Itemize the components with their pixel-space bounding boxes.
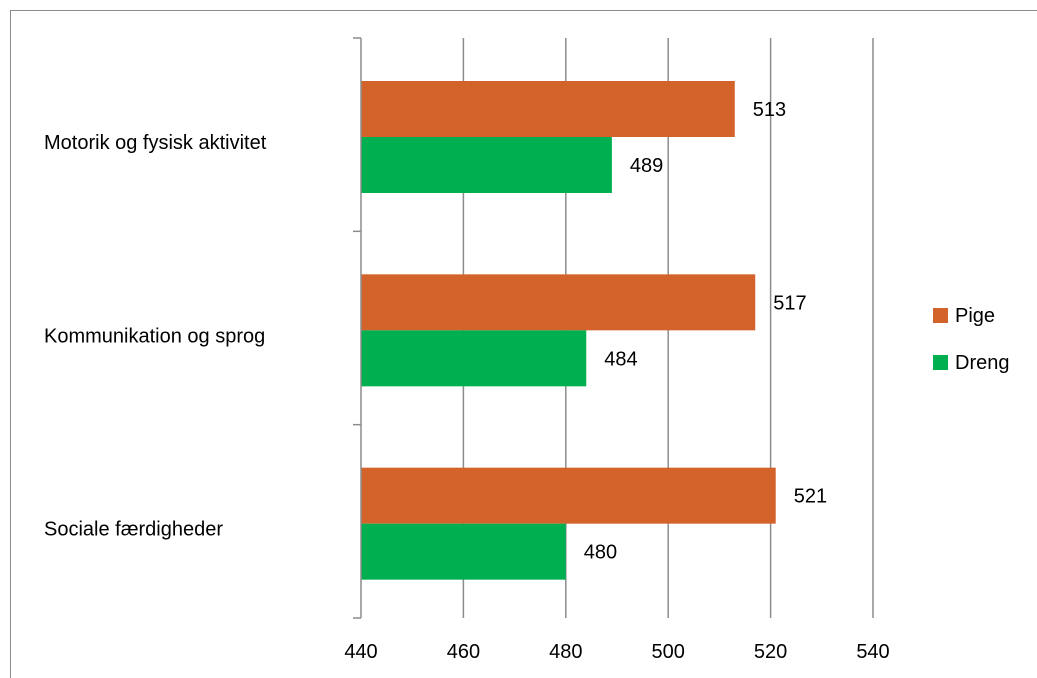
x-tick-label-540: 540 [856,641,889,663]
axes [353,37,362,619]
legend-swatch-dreng [933,355,948,370]
legend-swatch-pige [933,308,948,323]
legend-label-pige: Pige [955,305,995,327]
bar-dreng-0 [361,137,612,193]
data-label-pige-1: 517 [773,292,806,314]
bar-pige-0 [361,81,735,137]
bar-pige-1 [361,274,756,331]
chart-frame [10,10,1037,678]
data-label-dreng-2: 480 [584,542,617,564]
bars [361,81,776,580]
category-label-2: Sociale færdigheder [44,519,223,541]
bar-pige-2 [361,467,776,524]
category-label-1: Kommunikation og sprog [44,325,265,347]
bar-dreng-2 [361,523,566,580]
data-label-dreng-0: 489 [630,155,663,177]
category-label-0: Motorik og fysisk aktivitet [44,132,267,154]
legend: Pige Dreng [933,305,1009,374]
x-tick-label-520: 520 [754,641,787,663]
bar-dreng-1 [361,330,587,387]
data-label-pige-2: 521 [794,486,827,508]
legend-label-dreng: Dreng [955,352,1009,374]
data-label-pige-0: 513 [753,99,786,121]
x-tick-label-500: 500 [652,641,685,663]
labels: 440 460 480 500 520 540 Motorik og fysisk akti… [44,99,890,663]
x-tick-label-440: 440 [344,641,377,663]
x-tick-label-480: 480 [549,641,582,663]
x-tick-label-460: 460 [447,641,480,663]
data-label-dreng-1: 484 [604,348,637,370]
